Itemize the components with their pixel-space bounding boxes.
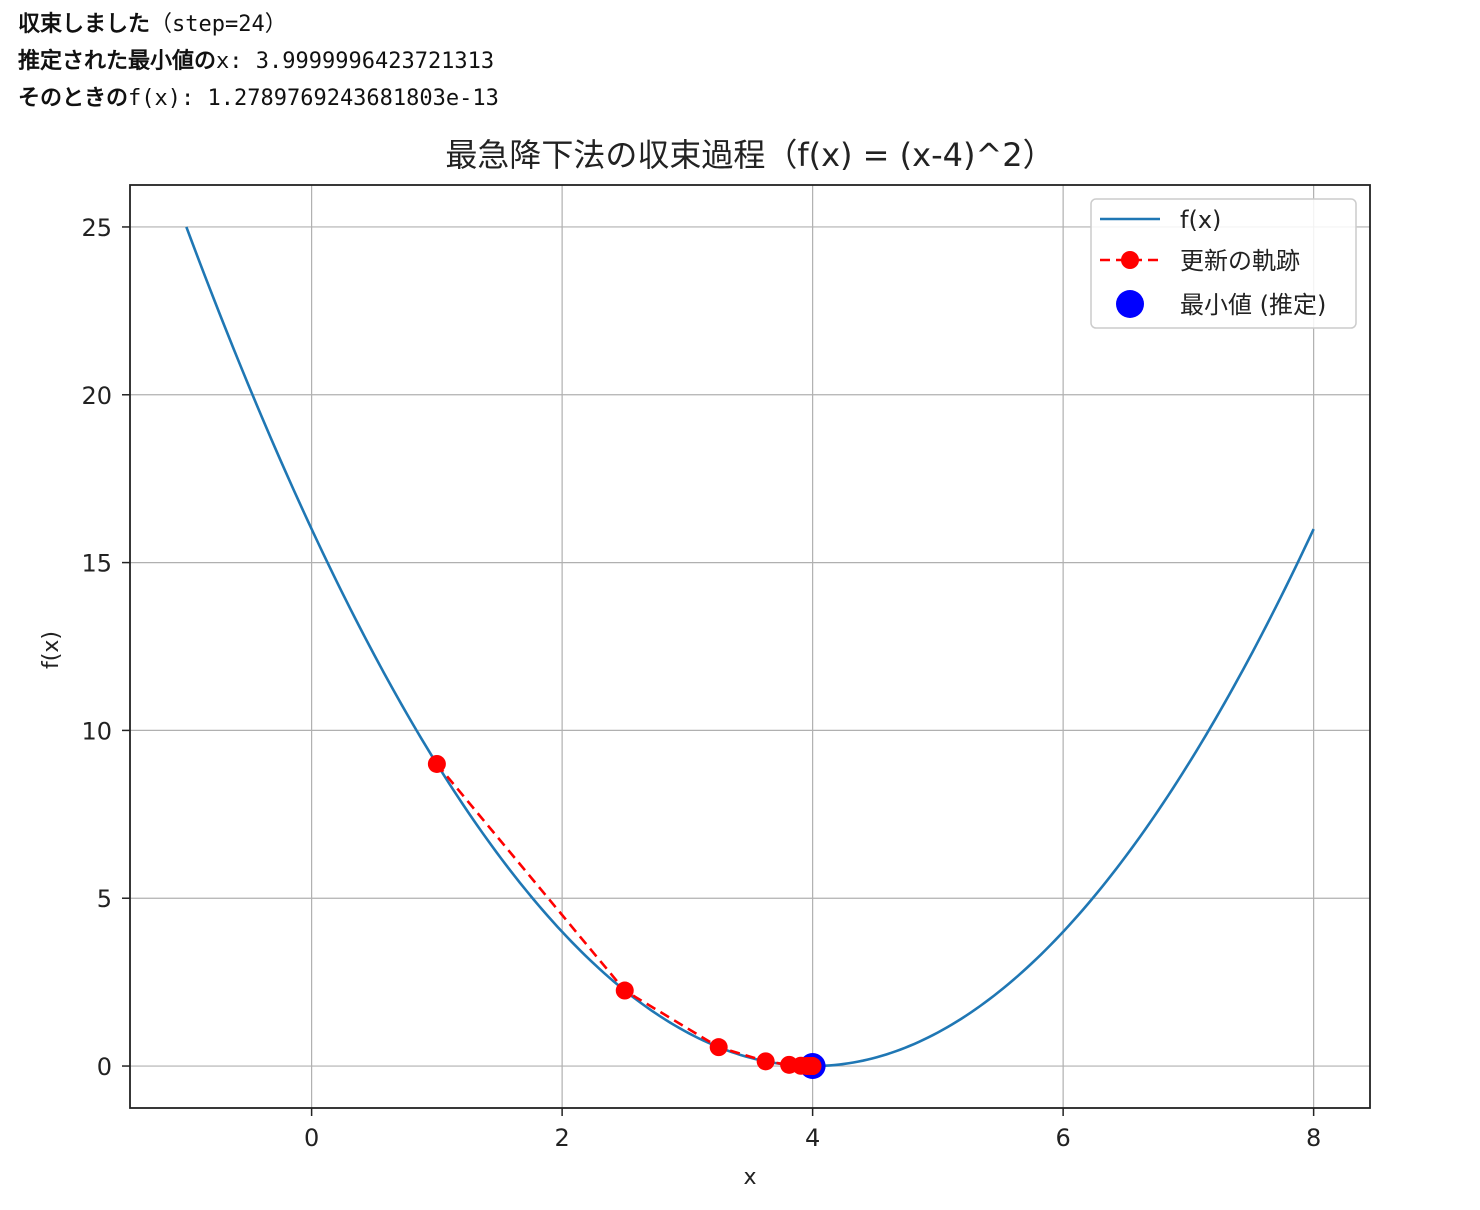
plot-frame — [129, 184, 1371, 1109]
estimated-minimum-x: 推定された最小値のx: 3.9999996423721313 — [18, 49, 495, 74]
grid — [130, 185, 1370, 1108]
legend-trajectory-marker — [1121, 251, 1139, 269]
console-output: 収束しました（step=24） 推定された最小値のx: 3.9999996423… — [18, 6, 1458, 117]
trajectory-line — [435, 763, 813, 1068]
y-tick-label: 5 — [97, 885, 112, 913]
y-tick-label: 15 — [81, 550, 112, 578]
estimated-minimum-fx: そのときのf(x): 1.2789769243681803e-13 — [18, 86, 499, 111]
x-tick-label: 8 — [1306, 1124, 1321, 1152]
chart-title: 最急降下法の収束過程（f(x) = (x-4)^2） — [445, 136, 1054, 174]
y-tick-label: 0 — [97, 1053, 112, 1081]
y-tick-label: 10 — [81, 717, 112, 745]
legend-box — [1090, 198, 1357, 329]
fx-curve-line — [185, 226, 1315, 1068]
legend-label-minimum: 最小値 (推定) — [1180, 291, 1326, 319]
x-tick-label: 0 — [304, 1124, 319, 1152]
convergence-message: 収束しました（step=24） — [18, 12, 287, 37]
x-axis-label: x — [743, 1165, 756, 1190]
x-tick-label: 4 — [805, 1124, 820, 1152]
axis-ticks: 0 2 4 6 8 0 5 10 15 20 25 — [81, 214, 1321, 1152]
y-tick-label: 25 — [81, 214, 112, 242]
trajectory-point — [709, 1038, 728, 1057]
trajectory-point — [427, 754, 446, 773]
trajectory-point — [803, 1057, 822, 1076]
legend-label-trajectory: 更新の軌跡 — [1180, 247, 1300, 275]
x-tick-label: 2 — [554, 1124, 569, 1152]
y-tick-label: 20 — [81, 382, 112, 410]
y-axis-label: f(x) — [39, 631, 64, 669]
plot-area — [185, 226, 1315, 1080]
x-tick-label: 6 — [1055, 1124, 1070, 1152]
trajectory-point — [756, 1052, 775, 1071]
trajectory-point — [615, 981, 634, 1000]
legend-minimum-marker — [1116, 290, 1144, 318]
legend-label-fx: f(x) — [1180, 206, 1221, 234]
